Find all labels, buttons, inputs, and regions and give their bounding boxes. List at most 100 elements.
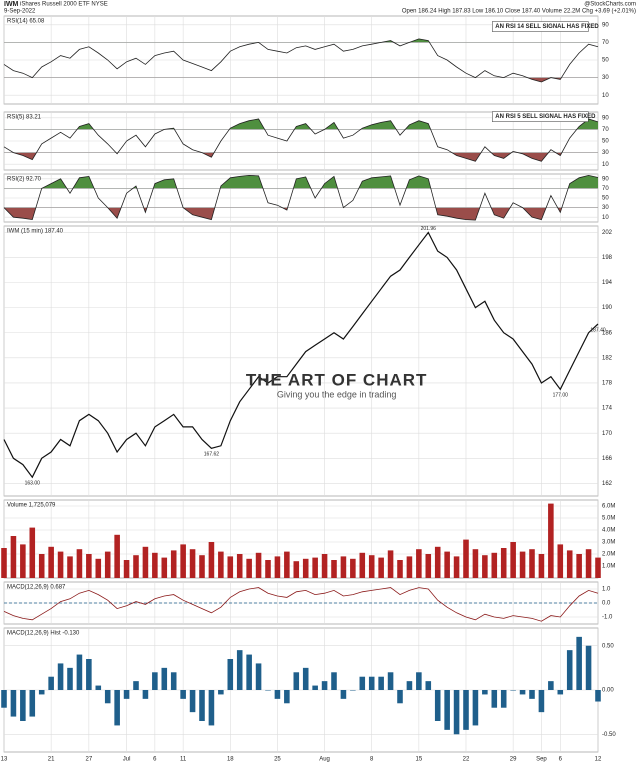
bar: [48, 546, 54, 578]
bar: [227, 659, 234, 690]
source: @StockCharts.com: [584, 2, 636, 8]
bar: [284, 690, 290, 704]
bar: [548, 681, 554, 690]
bar: [378, 676, 384, 690]
oversold-fill: [4, 207, 562, 221]
bar: [104, 690, 111, 704]
y-tick-label: 10: [602, 93, 609, 99]
bar: [67, 667, 73, 690]
panel-label: MACD(12,26,9) Hist -0.130: [7, 631, 80, 637]
y-tick-label: 198: [602, 255, 613, 261]
y-tick-label: 50: [602, 196, 609, 202]
bar: [350, 558, 356, 578]
y-tick-label: 166: [602, 456, 613, 462]
panel-label: RSI(2) 92.70: [7, 177, 42, 183]
bar: [416, 549, 422, 578]
panel-label: MACD(12,26,9) 0.687: [7, 585, 66, 591]
bar: [180, 690, 186, 699]
bar: [142, 546, 149, 578]
bar: [236, 650, 243, 690]
bar: [246, 654, 252, 690]
bar: [350, 690, 356, 691]
bar: [482, 690, 488, 695]
y-tick-label: 190: [602, 305, 613, 311]
series-line: [3, 118, 599, 162]
bar: [38, 554, 45, 578]
bar: [444, 551, 450, 578]
y-tick-label: -0.50: [602, 732, 616, 738]
bar: [218, 551, 224, 578]
y-tick-label: 70: [602, 186, 609, 192]
bar: [104, 551, 111, 578]
bar: [491, 552, 498, 578]
annotation-box: [492, 111, 589, 122]
x-tick-label: 18: [227, 757, 234, 763]
bar: [199, 690, 205, 721]
bar: [378, 557, 384, 578]
y-tick-label: 186: [602, 330, 613, 336]
x-tick-label: 15: [416, 757, 423, 763]
annotation-box: [492, 21, 589, 32]
y-tick-label: 202: [602, 230, 613, 236]
x-tick-label: 13: [1, 757, 8, 763]
bar: [142, 690, 149, 699]
annotation: AN RSI 14 SELL SIGNAL HAS FIXED: [495, 24, 599, 30]
series-line: [3, 38, 599, 83]
bar: [538, 554, 545, 578]
bar: [284, 551, 290, 578]
bar: [331, 672, 337, 690]
annotation: AN RSI 5 SELL SIGNAL HAS FIXED: [495, 114, 596, 120]
bar: [585, 645, 592, 690]
bar: [416, 672, 422, 690]
bar: [152, 672, 158, 690]
bar: [293, 561, 300, 578]
oversold-fill: [13, 152, 562, 162]
bar: [595, 690, 601, 702]
bar: [255, 552, 262, 578]
bar: [368, 555, 375, 578]
price-label: 201.96: [421, 226, 437, 232]
panel-frame: [3, 225, 599, 497]
x-tick-label: 6: [153, 757, 157, 763]
bar: [472, 549, 479, 578]
bar: [472, 690, 479, 726]
bar: [10, 536, 17, 578]
bar: [510, 690, 516, 691]
y-tick-label: 1.0: [602, 587, 611, 593]
bar: [406, 556, 413, 578]
panel-label: IWM (15 min) 187.40: [7, 229, 64, 235]
bar: [274, 690, 281, 699]
x-tick-label: 6: [559, 757, 563, 763]
bar: [161, 557, 168, 578]
bar: [20, 544, 26, 578]
price-label: 167.62: [204, 452, 220, 458]
x-tick-label: 11: [180, 757, 187, 763]
bar: [397, 560, 403, 578]
bar: [76, 654, 83, 690]
y-tick-label: 162: [602, 481, 613, 487]
bar: [133, 555, 139, 578]
y-tick-label: 70: [602, 127, 609, 133]
bar: [453, 690, 460, 735]
bar: [20, 690, 26, 721]
bar: [500, 690, 507, 708]
bar: [67, 556, 73, 578]
series-line: [3, 174, 599, 221]
bar: [265, 560, 271, 578]
bar: [538, 690, 545, 713]
y-tick-label: 90: [602, 176, 609, 182]
y-tick-label: 0.00: [602, 688, 614, 694]
bar: [189, 549, 196, 578]
x-tick-label: 8: [370, 757, 374, 763]
security-name: iShares Russell 2000 ETF NYSE: [20, 2, 108, 8]
bar: [566, 550, 573, 578]
y-tick-label: 30: [602, 150, 609, 156]
bar: [123, 690, 130, 699]
y-tick-label: 1.0M: [602, 564, 615, 570]
bar: [208, 542, 215, 578]
bar: [331, 560, 337, 578]
bar: [387, 672, 394, 690]
bar: [463, 539, 469, 578]
bar: [57, 663, 64, 690]
bar: [519, 690, 526, 695]
